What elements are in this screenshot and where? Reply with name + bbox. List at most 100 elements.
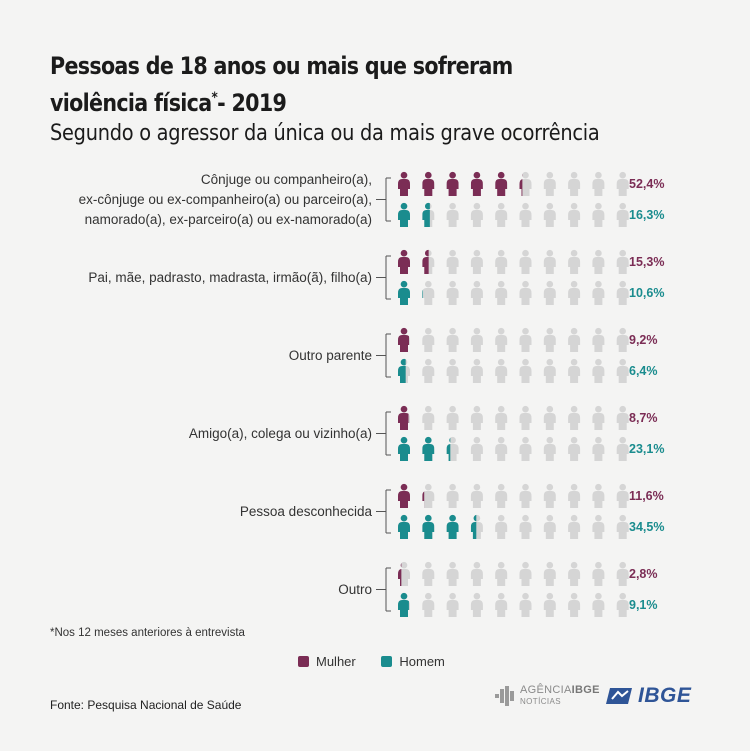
ibge-logo-text: IBGE: [638, 684, 692, 707]
person-icon-empty: [470, 327, 483, 352]
person-icon-empty: [543, 280, 556, 305]
person-icon-empty: [543, 202, 556, 227]
person-icon-empty: [543, 358, 556, 383]
pictogram-row-mulher: 11,6%: [398, 483, 664, 508]
chart-subtitle: Segundo o agressor da única ou da mais g…: [50, 121, 600, 146]
pictogram-row-homem: 16,3%: [398, 202, 664, 227]
person-icon-empty: [543, 249, 556, 274]
person-icon-empty: [422, 358, 435, 383]
person-icon-homem: [398, 280, 410, 305]
value-label-mulher: 8,7%: [629, 411, 658, 425]
person-icon-empty: [495, 436, 508, 461]
person-icon-homem: [446, 437, 451, 461]
ibge-logo-icon: [606, 688, 632, 704]
person-icon-empty: [446, 561, 459, 586]
category-group: 11,6% 34,5%: [376, 483, 664, 539]
person-icon-homem: [422, 436, 435, 461]
category-label-line: Pessoa desconhecida: [239, 503, 372, 519]
title-footnote-mark: *: [211, 90, 218, 106]
person-icon-empty: [519, 436, 532, 461]
value-label-mulher: 15,3%: [629, 255, 664, 269]
person-icon-empty: [592, 405, 605, 430]
person-icon-homem: [398, 202, 410, 227]
person-icon-empty: [446, 592, 459, 617]
value-label-homem: 6,4%: [629, 364, 658, 378]
person-icon-mulher: [519, 174, 523, 196]
category-label: Amigo(a), colega ou vizinho(a): [189, 424, 372, 444]
title-line-2-main: violência física: [50, 89, 212, 117]
person-icon-empty: [592, 202, 605, 227]
person-icon-empty: [470, 280, 483, 305]
person-icon-empty: [470, 436, 483, 461]
person-icon-empty: [592, 280, 605, 305]
person-icon-empty: [616, 436, 629, 461]
person-icon-empty: [446, 483, 459, 508]
category-label-line: Amigo(a), colega ou vizinho(a): [188, 425, 372, 441]
person-icon-empty: [495, 405, 508, 430]
person-icon-mulher: [446, 171, 459, 196]
person-icon-empty: [422, 280, 435, 305]
person-icon-empty: [495, 561, 508, 586]
person-icon-empty: [470, 405, 483, 430]
person-icon-empty: [568, 436, 581, 461]
person-icon-empty: [592, 483, 605, 508]
person-icon-empty: [446, 249, 459, 274]
person-icon-empty: [519, 171, 532, 196]
person-icon-homem: [470, 514, 477, 539]
pictogram-row-homem: 6,4%: [398, 358, 658, 383]
legend-label-mulher: Mulher: [316, 654, 356, 669]
person-icon-empty: [568, 202, 581, 227]
value-label-mulher: 52,4%: [629, 177, 664, 191]
person-icon-empty: [568, 358, 581, 383]
category-group: 9,2% 6,4%: [376, 327, 658, 383]
person-icon-empty: [592, 561, 605, 586]
pictogram-row-mulher: 2,8%: [398, 561, 658, 586]
agencia-logo-icon: [495, 686, 514, 706]
person-icon-empty: [616, 171, 629, 196]
person-icon-empty: [592, 327, 605, 352]
person-icon-empty: [495, 327, 508, 352]
person-icon-empty: [592, 171, 605, 196]
person-icon-empty: [495, 358, 508, 383]
person-icon-empty: [422, 405, 435, 430]
person-icon-empty: [568, 514, 581, 539]
person-icon-homem: [422, 289, 424, 298]
person-icon-mulher: [422, 171, 435, 196]
person-icon-empty: [470, 249, 483, 274]
group-bracket: [376, 255, 391, 300]
person-icon-empty: [470, 592, 483, 617]
person-icon-empty: [495, 483, 508, 508]
person-icon-empty: [422, 327, 435, 352]
category-group: 2,8% 9,1%: [376, 561, 658, 617]
person-icon-mulher: [495, 171, 508, 196]
person-icon-empty: [470, 358, 483, 383]
person-icon-empty: [592, 358, 605, 383]
person-icon-empty: [616, 483, 629, 508]
value-label-homem: 9,1%: [629, 598, 658, 612]
person-icon-empty: [543, 592, 556, 617]
person-icon-empty: [568, 561, 581, 586]
person-icon-mulher: [398, 171, 410, 196]
person-icon-empty: [422, 592, 435, 617]
person-icon-empty: [543, 405, 556, 430]
person-icon-homem: [446, 514, 459, 539]
person-icon-empty: [495, 249, 508, 274]
person-icon-empty: [446, 327, 459, 352]
person-icon-empty: [470, 202, 483, 227]
person-icon-empty: [519, 561, 532, 586]
pictogram-row-homem: 34,5%: [398, 514, 664, 539]
person-icon-empty: [446, 202, 459, 227]
person-icon-homem: [422, 514, 435, 539]
person-icon-empty: [422, 483, 435, 508]
person-icon-empty: [519, 280, 532, 305]
person-icon-empty: [470, 561, 483, 586]
category-label: Pessoa desconhecida: [240, 502, 372, 522]
person-icon-homem: [398, 436, 410, 461]
person-icon-homem: [398, 592, 409, 617]
person-icon-empty: [616, 280, 629, 305]
pictogram-row-mulher: 15,3%: [398, 249, 664, 274]
pictogram-row-mulher: 52,4%: [398, 171, 664, 196]
person-icon-empty: [616, 202, 629, 227]
person-icon-empty: [616, 514, 629, 539]
